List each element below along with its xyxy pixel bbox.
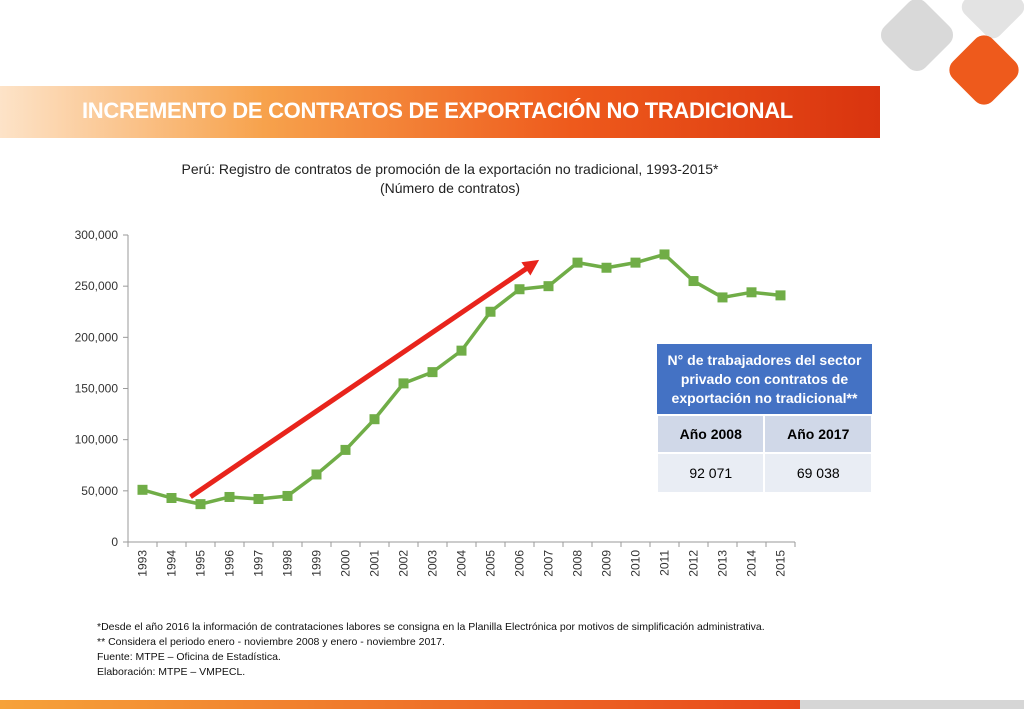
x-tick-label: 1996 — [223, 550, 237, 577]
chart-axes: 0 50,000 100,000 150,000 200,000 250,000 300,0… — [75, 228, 796, 577]
data-point — [717, 292, 728, 303]
data-point — [311, 469, 322, 480]
data-point — [398, 378, 409, 389]
x-tick-label: 2006 — [513, 550, 527, 577]
x-tick-label: 2004 — [455, 550, 469, 577]
chart-series — [137, 249, 786, 510]
arrow-shaft — [189, 262, 534, 499]
x-tick-label: 1993 — [136, 550, 150, 577]
data-point — [630, 257, 641, 268]
x-tick-label: 2010 — [629, 550, 643, 577]
value-2017: 69 038 — [763, 452, 873, 494]
x-tick-label: 2013 — [716, 550, 730, 577]
data-point — [514, 284, 525, 295]
x-tick-label: 1999 — [310, 550, 324, 577]
y-tick-label: 150,000 — [75, 382, 119, 396]
x-tick-label: 2001 — [368, 550, 382, 577]
data-point — [282, 490, 293, 501]
data-point — [659, 249, 670, 260]
value-2008: 92 071 — [655, 452, 766, 494]
chart-subtitle: (Número de contratos) — [379, 180, 521, 196]
page-title: INCREMENTO DE CONTRATOS DE EXPORTACIÓN N… — [82, 98, 793, 123]
logo-shapes — [880, 0, 1024, 105]
data-point — [224, 491, 235, 502]
column-header-2017: Año 2017 — [763, 414, 873, 454]
x-tick-label: 2000 — [339, 550, 353, 577]
y-tick-label: 0 — [111, 535, 118, 549]
trend-arrow — [189, 259, 540, 499]
x-tick-label: 1998 — [281, 550, 295, 577]
workers-table: N° de trabajadores del sector privado co… — [655, 344, 873, 494]
footnote-1: *Desde el año 2016 la información de con… — [97, 621, 765, 633]
bottom-accent-bar — [0, 700, 800, 709]
data-point — [253, 494, 264, 505]
data-point — [775, 290, 786, 301]
logo-grey-diamond-right — [961, 0, 1024, 39]
footnote-2: ** Considera el periodo enero - noviembr… — [97, 636, 445, 648]
x-tick-label: 1994 — [165, 550, 179, 577]
data-point — [572, 257, 583, 268]
footnotes: *Desde el año 2016 la información de con… — [97, 620, 765, 680]
line-chart: 0 50,000 100,000 150,000 200,000 250,000 300,0… — [75, 228, 796, 577]
workers-table-header: N° de trabajadores del sector privado co… — [657, 344, 872, 415]
chart-title: Perú: Registro de contratos de promoción… — [181, 161, 719, 177]
data-point — [485, 306, 496, 317]
y-tick-label: 200,000 — [75, 330, 119, 344]
footnote-source: Fuente: MTPE – Oficina de Estadística. — [97, 651, 281, 663]
data-point — [427, 367, 438, 378]
bottom-grey-bar — [800, 700, 1024, 709]
x-tick-label: 2014 — [745, 550, 759, 577]
data-point — [340, 444, 351, 455]
arrow-head — [521, 259, 540, 276]
x-tick-label: 2002 — [397, 550, 411, 577]
data-point — [166, 492, 177, 503]
x-tick-label: 2005 — [484, 550, 498, 577]
x-tick-label: 2009 — [600, 550, 614, 577]
x-tick-label: 2003 — [426, 550, 440, 577]
logo-grey-diamond — [880, 0, 954, 72]
data-point — [746, 287, 757, 298]
x-tick-label: 2008 — [571, 550, 585, 577]
x-tick-label: 2007 — [542, 550, 556, 577]
x-tick-label: 2012 — [687, 550, 701, 577]
chart-title-block: Perú: Registro de contratos de promoción… — [0, 160, 900, 198]
x-tick-label: 1995 — [194, 550, 208, 577]
data-point — [456, 345, 467, 356]
logo-orange-diamond — [949, 35, 1019, 105]
footnote-elaboration: Elaboración: MTPE – VMPECL. — [97, 666, 246, 678]
data-point — [195, 499, 206, 510]
y-tick-label: 250,000 — [75, 279, 119, 293]
y-tick-label: 50,000 — [81, 484, 118, 498]
x-tick-label: 2015 — [774, 550, 788, 577]
data-point — [543, 281, 554, 292]
data-point — [369, 414, 380, 425]
column-header-2008: Año 2008 — [655, 414, 766, 454]
x-tick-label: 2011 — [658, 550, 672, 576]
title-banner — [0, 86, 880, 138]
x-tick-label: 1997 — [252, 550, 266, 577]
y-tick-label: 300,000 — [75, 228, 119, 242]
data-point — [137, 484, 148, 495]
y-tick-label: 100,000 — [75, 433, 119, 447]
data-point — [688, 276, 699, 287]
data-point — [601, 262, 612, 273]
